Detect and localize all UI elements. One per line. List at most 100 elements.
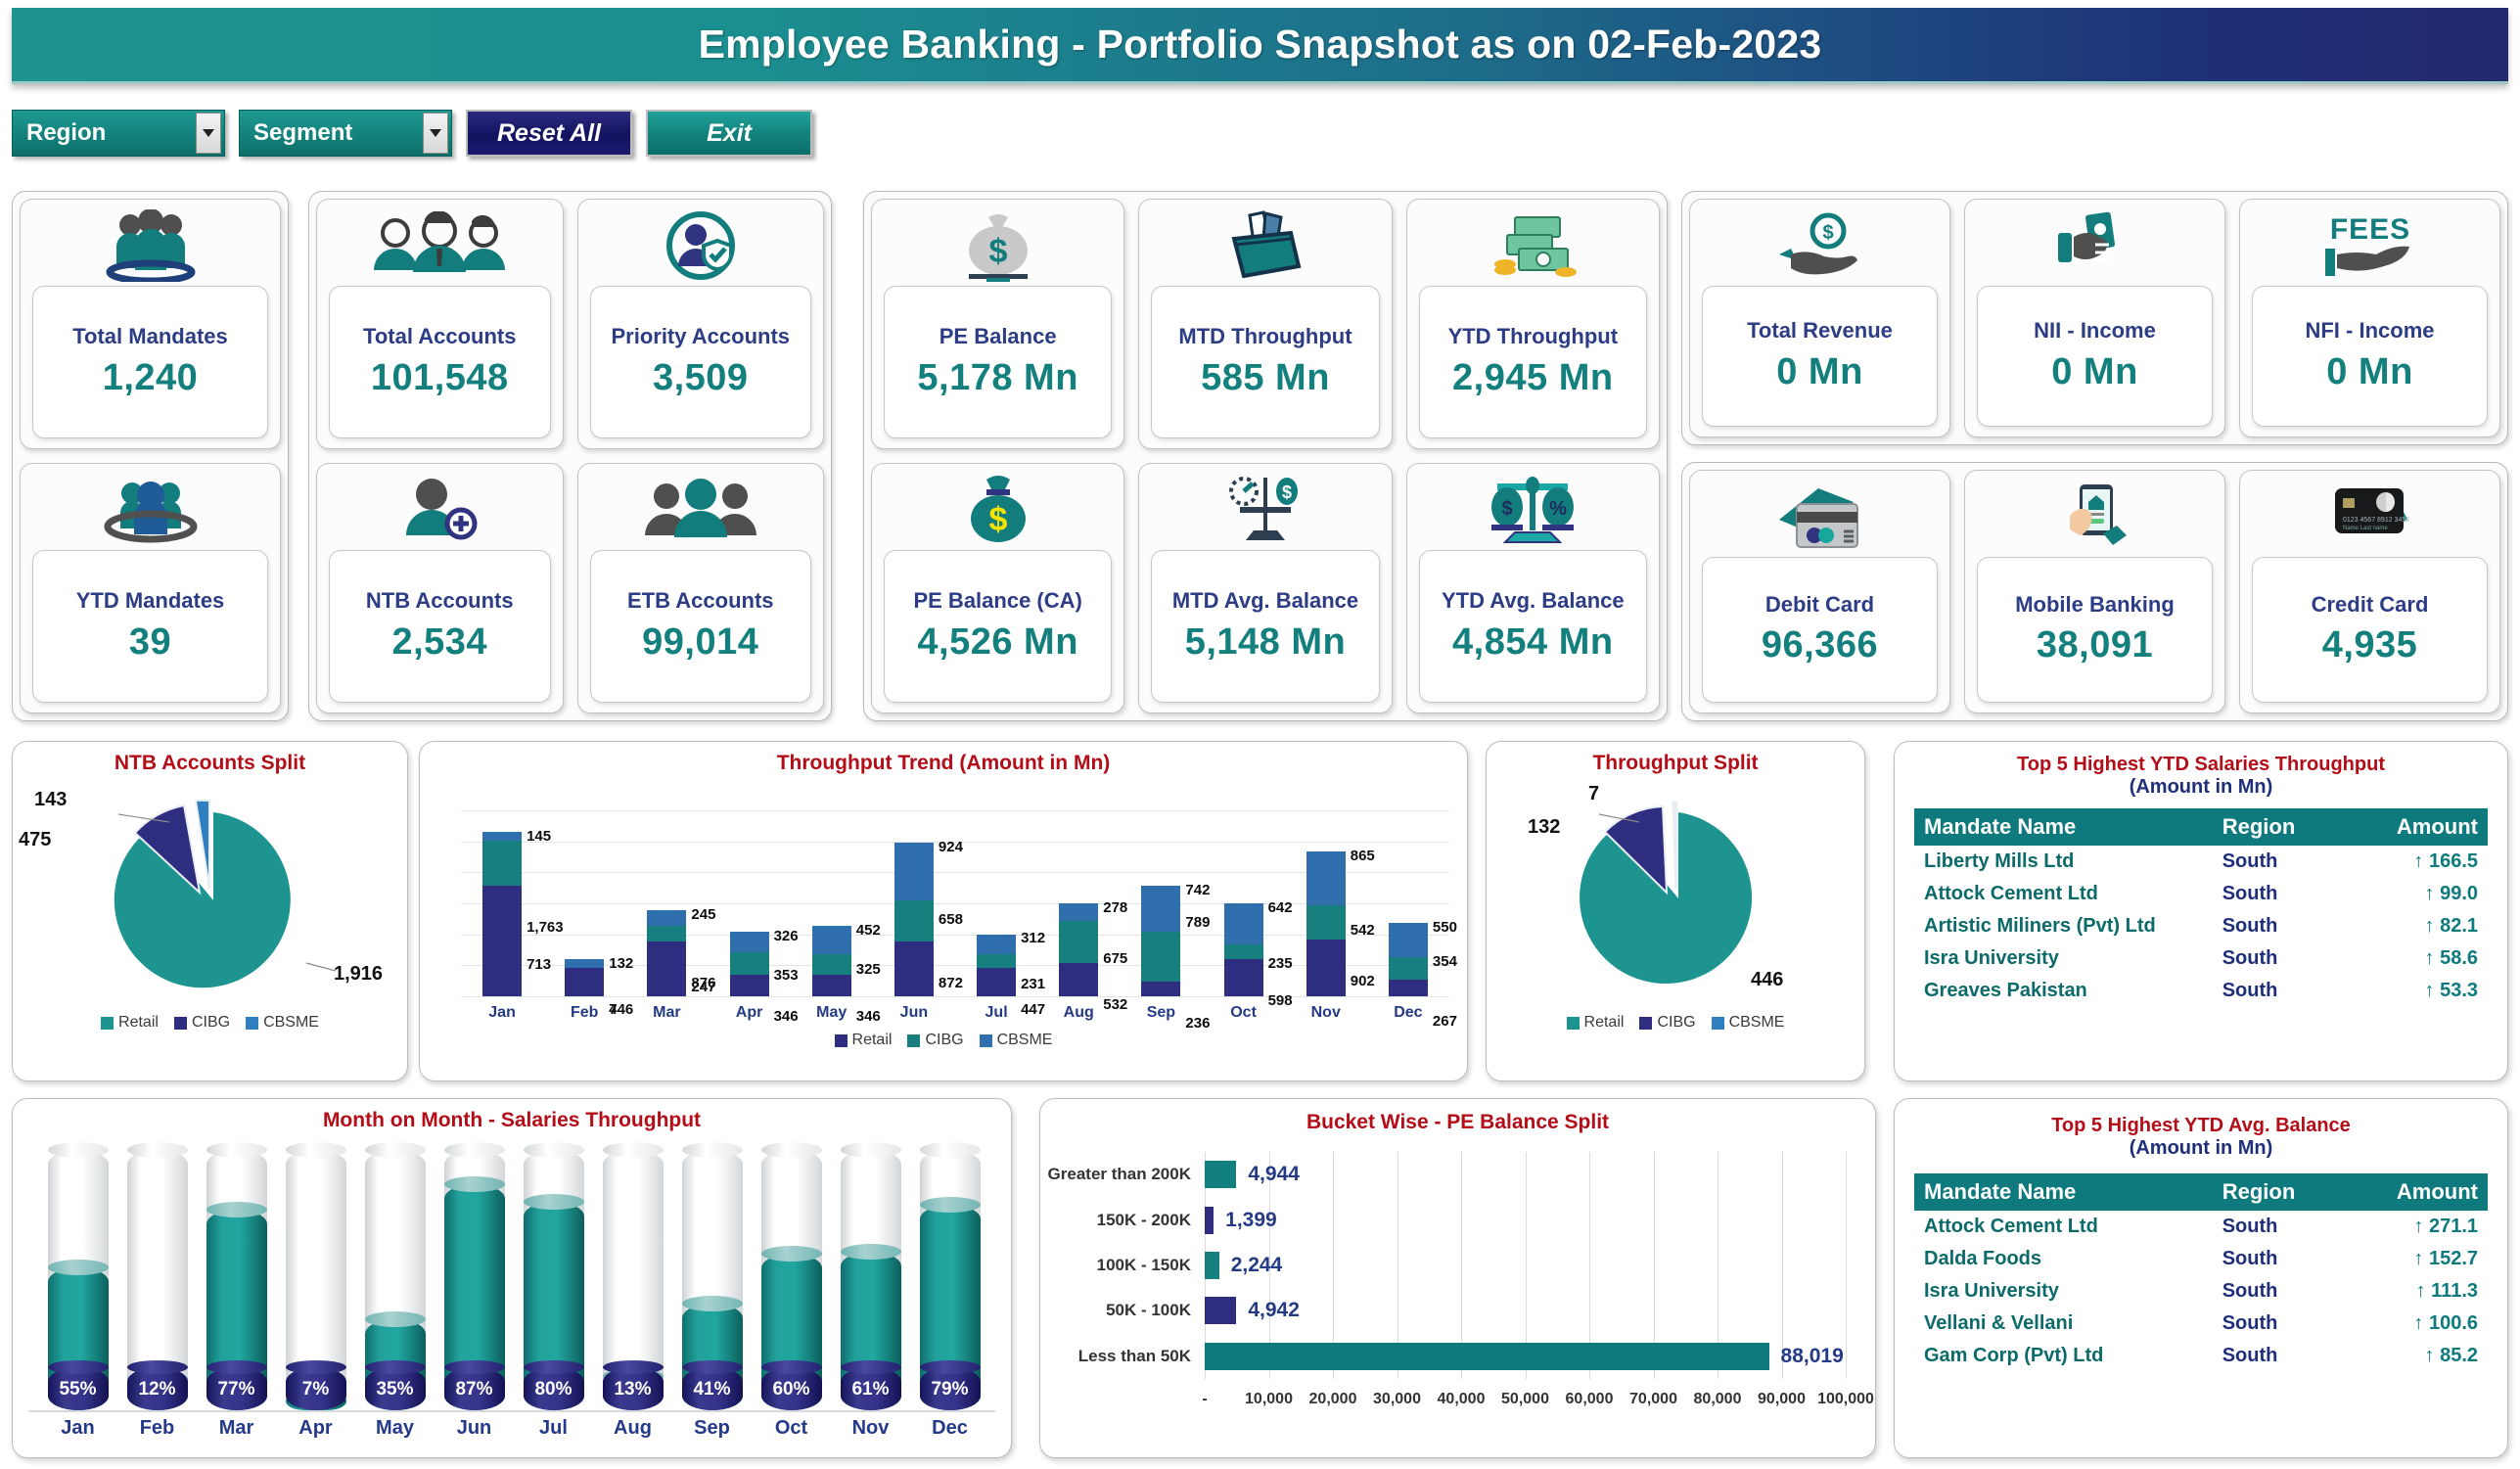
- kpi-etb-accounts[interactable]: ETB Accounts 99,014: [576, 463, 824, 713]
- kpi-mobile-banking[interactable]: Mobile Banking 38,091: [1964, 470, 2225, 713]
- table-row[interactable]: Attock Cement Ltd South ↑ 99.0: [1914, 878, 2488, 910]
- bar-column[interactable]: [647, 910, 687, 996]
- legend-item-cibg[interactable]: CIBG: [1639, 1014, 1696, 1032]
- table-row[interactable]: Isra University South ↑ 111.3: [1914, 1275, 2488, 1308]
- legend-label: CIBG: [1657, 1014, 1696, 1031]
- kpi-ntb-accounts[interactable]: NTB Accounts 2,534: [316, 463, 564, 713]
- cylinder-percent-label: 55%: [59, 1379, 97, 1400]
- bar-column[interactable]: [1059, 902, 1099, 996]
- table-row[interactable]: Attock Cement Ltd South ↑ 271.1: [1914, 1211, 2488, 1243]
- x-axis-tick: Apr: [298, 1417, 333, 1439]
- kpi-pe-balance-ca[interactable]: $ PE Balance (CA) 4,526 Mn: [871, 463, 1125, 713]
- legend-item-retail[interactable]: Retail: [101, 1014, 159, 1032]
- table-row[interactable]: Dalda Foods South ↑ 152.7: [1914, 1243, 2488, 1275]
- legend-item-cbsme[interactable]: CBSME: [246, 1014, 319, 1032]
- cell-mandate-name: Attock Cement Ltd: [1924, 1216, 2098, 1237]
- kpi-total-mandates[interactable]: Total Mandates 1,240: [20, 199, 281, 449]
- bar-column[interactable]: [811, 925, 851, 996]
- bar-segment-retail: [1059, 962, 1099, 996]
- cylinder-bar[interactable]: 61%: [840, 1142, 901, 1410]
- exit-button[interactable]: Exit: [646, 110, 813, 157]
- cylinder-bar[interactable]: 79%: [919, 1142, 981, 1410]
- kpi-nfi-income[interactable]: FEES NFI - Income 0 Mn: [2239, 199, 2500, 437]
- table-row[interactable]: Vellani & Vellani South ↑ 100.6: [1914, 1308, 2488, 1340]
- kpi-label: NTB Accounts: [365, 588, 514, 614]
- kpi-total-revenue[interactable]: $ Total Revenue 0 Mn: [1689, 199, 1950, 437]
- kpi-ytd-avg-balance[interactable]: $ % YTD Avg. Balance 4,854 Mn: [1405, 463, 1660, 713]
- legend-item-cibg[interactable]: CIBG: [907, 1032, 964, 1049]
- cell-region: South: [2222, 1248, 2278, 1269]
- cylinder-track: 61%: [840, 1142, 901, 1410]
- cylinder-bar[interactable]: 55%: [47, 1142, 109, 1410]
- segment-dropdown[interactable]: Segment: [239, 110, 452, 157]
- bar-column[interactable]: [1388, 922, 1428, 996]
- kpi-ytd-mandates[interactable]: YTD Mandates 39: [20, 463, 281, 713]
- cylinder-bar[interactable]: 87%: [443, 1142, 505, 1410]
- cylinder-bar[interactable]: 41%: [681, 1142, 743, 1410]
- region-dropdown[interactable]: Region: [12, 110, 225, 157]
- svg-text:Name Last name: Name Last name: [2343, 526, 2388, 531]
- legend-item-cbsme[interactable]: CBSME: [1711, 1014, 1784, 1032]
- kpi-credit-card[interactable]: 0123 4567 8912 3456 Name Last name Credi…: [2239, 470, 2500, 713]
- bucket-bar-row[interactable]: 150K - 200K 1,399: [1097, 1206, 1277, 1234]
- bar-column[interactable]: [1306, 850, 1346, 996]
- x-axis-tick: Sep: [1146, 1004, 1176, 1021]
- bar-column[interactable]: [482, 831, 523, 996]
- bar-column[interactable]: [893, 842, 934, 996]
- kpi-priority-accounts-box: Priority Accounts 3,509: [589, 286, 811, 438]
- table-row[interactable]: Artistic Miliners (Pvt) Ltd South ↑ 82.1: [1914, 910, 2488, 942]
- cylinder-bar[interactable]: 13%: [602, 1142, 664, 1410]
- reset-all-button[interactable]: Reset All: [466, 110, 633, 157]
- kpi-debit-card[interactable]: Debit Card 96,366: [1689, 470, 1950, 713]
- kpi-mtd-throughput[interactable]: MTD Throughput 585 Mn: [1138, 199, 1393, 449]
- kpi-nii-income[interactable]: NII - Income 0 Mn: [1964, 199, 2225, 437]
- bar-label-cibg: 789: [1185, 913, 1211, 931]
- gridline: [461, 965, 1449, 967]
- chevron-down-icon[interactable]: [423, 113, 448, 154]
- bucket-bar-row[interactable]: 50K - 100K 4,942: [1106, 1297, 1300, 1325]
- bar-label-cibg: 247: [691, 979, 716, 996]
- cylinder-base-top: [126, 1360, 188, 1374]
- bar-column[interactable]: [1223, 903, 1263, 996]
- bar-column[interactable]: [729, 932, 769, 996]
- bar-segment-retail: [1141, 981, 1181, 996]
- kpi-ytd-throughput[interactable]: YTD Throughput 2,945 Mn: [1405, 199, 1660, 449]
- bar-column[interactable]: [977, 934, 1017, 997]
- legend-item-cbsme[interactable]: CBSME: [979, 1032, 1052, 1049]
- legend-item-cibg[interactable]: CIBG: [173, 1014, 230, 1032]
- table-row[interactable]: Gam Corp (Pvt) Ltd South ↑ 85.2: [1914, 1340, 2488, 1372]
- cylinder-bar[interactable]: 7%: [285, 1142, 346, 1410]
- bar-column[interactable]: [565, 959, 605, 996]
- kpi-priority-accounts[interactable]: Priority Accounts 3,509: [576, 199, 824, 449]
- table-row[interactable]: Isra University South ↑ 58.6: [1914, 942, 2488, 975]
- bucket-bar-row[interactable]: 100K - 150K 2,244: [1097, 1252, 1282, 1279]
- cylinder-bar[interactable]: 77%: [206, 1142, 267, 1410]
- table-row[interactable]: Liberty Mills Ltd South ↑ 166.5: [1914, 846, 2488, 878]
- legend-item-retail[interactable]: Retail: [1566, 1014, 1624, 1032]
- cylinder-plot-area: 55% Jan 12% Feb 77% Mar 7% Apr 35% May 87% Jun 80% Ju…: [13, 1132, 1011, 1444]
- chevron-down-icon[interactable]: [196, 113, 221, 154]
- cylinder-bar[interactable]: 35%: [364, 1142, 426, 1410]
- kpi-value: 96,366: [1761, 624, 1879, 666]
- svg-text:%: %: [1549, 498, 1567, 520]
- bucket-bar-row[interactable]: Less than 50K 88,019: [1078, 1342, 1844, 1370]
- bucket-category-label: Less than 50K: [1077, 1346, 1191, 1365]
- bucket-bar-row[interactable]: Greater than 200K 4,944: [1048, 1161, 1300, 1189]
- bar-segment-cibg: [977, 953, 1017, 969]
- bucket-category-label: 100K - 150K: [1096, 1256, 1191, 1274]
- kpi-mtd-avg-balance[interactable]: $ MTD Avg. Balance 5,148 Mn: [1138, 463, 1393, 713]
- table-row[interactable]: Greaves Pakistan South ↑ 53.3: [1914, 975, 2488, 1007]
- legend-item-retail[interactable]: Retail: [834, 1032, 892, 1049]
- trend-plot-area: 145 713 1,763 Jan 132 7 446 Feb 245 247 876 Mar 326 3…: [420, 775, 1467, 1032]
- svg-text:$: $: [988, 233, 1007, 270]
- cylinder-bar[interactable]: 80%: [523, 1142, 584, 1410]
- bucket-bar: [1205, 1297, 1237, 1325]
- cylinder-percent-label: 60%: [772, 1379, 810, 1400]
- cylinder-bar[interactable]: 12%: [126, 1142, 188, 1410]
- kpi-total-accounts[interactable]: Total Accounts 101,548: [316, 199, 564, 449]
- cylinder-bar[interactable]: 60%: [760, 1142, 822, 1410]
- bucket-category-label: 50K - 100K: [1106, 1301, 1191, 1320]
- chart-month-on-month: Month on Month - Salaries Throughput 55%…: [12, 1098, 1012, 1458]
- bar-column[interactable]: [1141, 885, 1181, 996]
- kpi-pe-balance[interactable]: $ PE Balance 5,178 Mn: [871, 199, 1125, 449]
